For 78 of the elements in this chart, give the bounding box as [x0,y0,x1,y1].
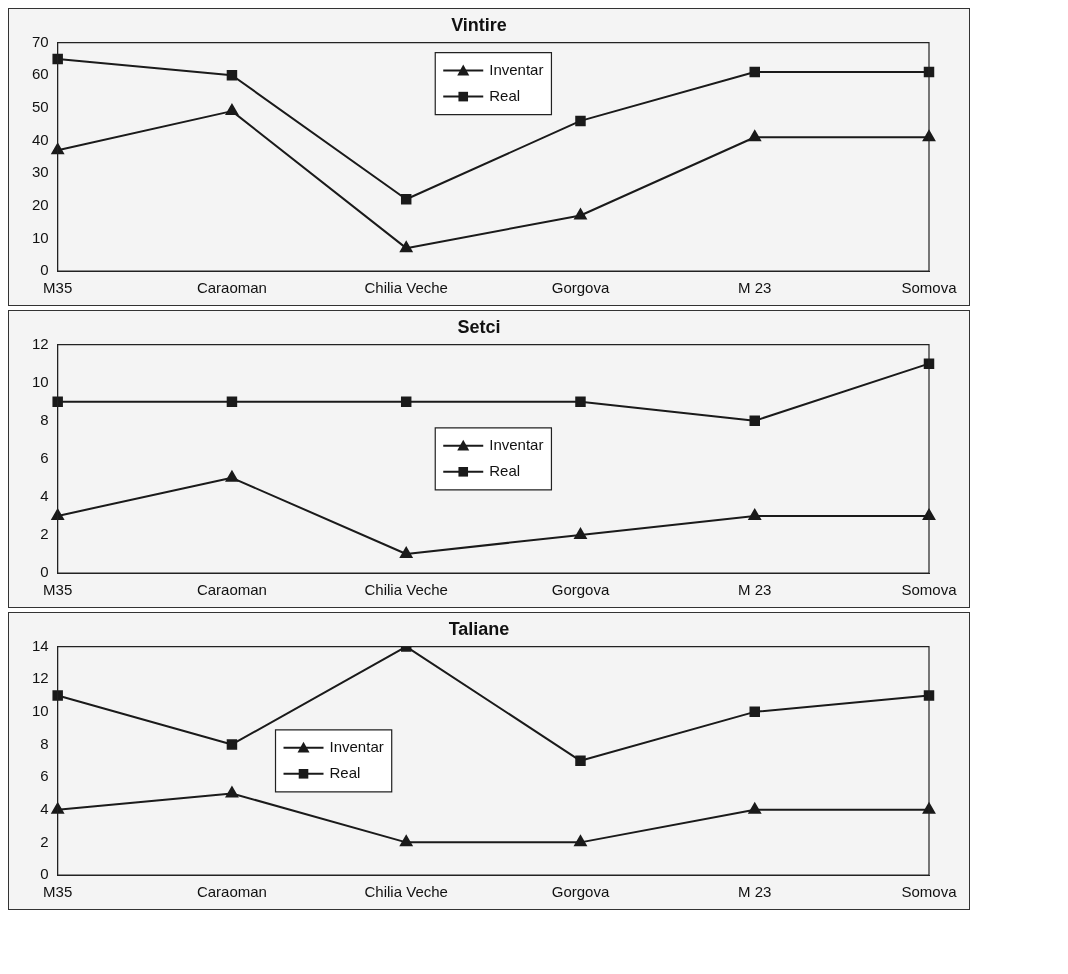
point [52,690,63,701]
point [749,66,760,78]
legend-label: Real [489,461,521,479]
legend-label: Inventar [489,435,544,453]
point [574,527,587,539]
point [226,69,238,81]
point [575,755,586,767]
point [51,508,64,520]
point [400,241,413,253]
legend-label: Real [489,86,521,104]
point [400,193,412,205]
point [52,53,63,65]
x-tick-label: M35 [43,279,73,297]
y-tick-label: 2 [40,525,49,543]
point [225,786,239,798]
x-tick-label: Chilia Veche [364,883,448,901]
legend-label: Real [329,763,361,781]
x-tick-label: M35 [43,581,73,599]
x-tick-label: Caraoman [196,279,267,297]
y-tick-label: 10 [32,228,49,246]
point [400,546,413,558]
y-tick-label: 2 [40,832,49,850]
point [225,104,239,116]
y-tick-label: 50 [32,98,49,115]
y-tick-label: 8 [40,734,49,752]
y-tick-label: 20 [32,195,49,213]
x-tick-label: Gorgova [551,581,610,599]
point [748,508,761,520]
y-tick-label: 10 [32,702,49,719]
point [226,396,238,407]
point [226,739,238,750]
x-tick-label: Gorgova [551,279,610,297]
point [574,835,587,847]
point [748,802,761,814]
legend-label: Inventar [489,60,544,78]
point [749,706,760,718]
y-tick-label: 40 [32,130,49,148]
x-tick-label: Somova [901,883,958,901]
x-tick-label: Somova [901,581,958,599]
y-tick-label: 0 [40,563,49,581]
y-tick-label: 0 [40,261,49,279]
x-tick-label: M 23 [738,279,772,297]
point [225,470,239,482]
y-tick-label: 6 [40,448,49,466]
x-tick-label: M 23 [738,883,772,901]
y-tick-label: 0 [40,865,49,883]
y-tick-label: 12 [32,334,49,352]
y-tick-label: 6 [40,767,49,785]
chart-title: Setci [457,316,501,337]
legend-label: Inventar [329,737,384,755]
y-tick-label: 14 [32,636,49,654]
y-tick-label: 4 [40,799,49,817]
chart-title: Vintire [451,14,507,35]
x-tick-label: Gorgova [551,883,610,901]
point [51,802,64,814]
point [575,115,586,127]
point [748,130,761,142]
x-tick-label: Chilia Veche [364,279,448,297]
chart-title: Taliane [448,618,510,639]
point [52,396,63,407]
point [400,835,413,847]
point [575,396,586,407]
x-tick-label: Chilia Veche [364,581,448,599]
x-tick-label: Caraoman [196,581,267,599]
point [574,208,587,220]
y-tick-label: 12 [32,669,49,687]
y-tick-label: 30 [32,163,49,181]
point [749,415,760,426]
x-tick-label: M 23 [738,581,772,599]
y-tick-label: 10 [32,372,49,390]
point [400,396,412,407]
y-tick-label: 70 [32,32,49,50]
y-tick-label: 8 [40,410,49,428]
x-tick-label: Somova [901,279,958,297]
y-tick-label: 4 [40,487,49,505]
x-tick-label: M35 [43,883,73,901]
y-tick-label: 60 [32,65,49,83]
x-tick-label: Caraoman [196,883,267,901]
